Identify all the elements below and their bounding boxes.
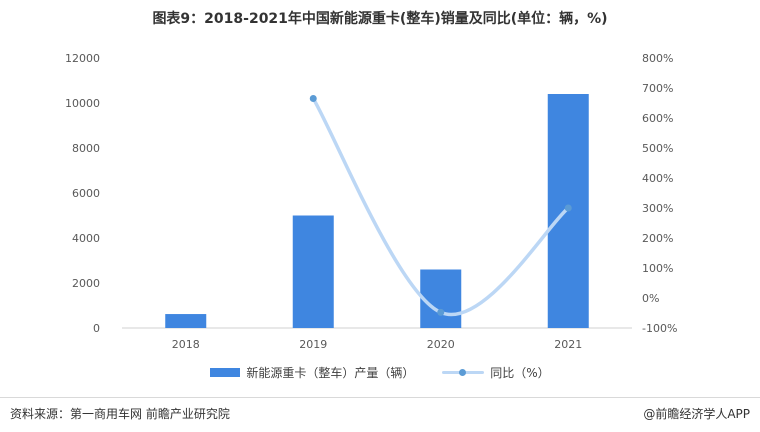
- y-right-tick-label: -100%: [642, 322, 677, 335]
- y-right-tick-label: 400%: [642, 172, 673, 185]
- y-right-tick-label: 700%: [642, 82, 673, 95]
- y-right-tick-label: 300%: [642, 202, 673, 215]
- bar-2018: [165, 314, 207, 328]
- y-right-tick-label: 500%: [642, 142, 673, 155]
- y-right-tick-label: 0%: [642, 292, 659, 305]
- bar-2019: [292, 215, 334, 328]
- y-right-tick-label: 100%: [642, 262, 673, 275]
- legend-bar-label: 新能源重卡（整车）产量（辆）: [246, 366, 415, 380]
- legend: 新能源重卡（整车）产量（辆） 同比（%）: [0, 364, 760, 381]
- y-left-tick-label: 4000: [72, 232, 100, 245]
- x-tick-label: 2019: [299, 338, 327, 351]
- brand-text: @前瞻经济学人APP: [643, 407, 750, 421]
- y-right-tick-label: 600%: [642, 112, 673, 125]
- yoy-point-2021: [564, 204, 572, 212]
- source-text: 资料来源：第一商用车网 前瞻产业研究院: [10, 407, 230, 421]
- y-left-tick-label: 6000: [72, 187, 100, 200]
- yoy-point-2020: [437, 308, 445, 316]
- yoy-point-2019: [309, 95, 317, 102]
- x-tick-label: 2020: [427, 338, 455, 351]
- y-left-tick-label: 10000: [65, 97, 100, 110]
- y-right-tick-label: 800%: [642, 52, 673, 65]
- legend-line-swatch: [442, 368, 485, 377]
- chart-title: 图表9：2018-2021年中国新能源重卡(整车)销量及同比(单位：辆，%): [152, 11, 608, 27]
- y-left-tick-label: 12000: [65, 52, 100, 65]
- y-left-tick-label: 8000: [72, 142, 100, 155]
- y-left-tick-label: 2000: [72, 277, 100, 290]
- x-tick-label: 2021: [554, 338, 582, 351]
- x-tick-label: 2018: [172, 338, 200, 351]
- footer: 资料来源：第一商用车网 前瞻产业研究院 @前瞻经济学人APP: [0, 397, 760, 432]
- line-series: [309, 95, 572, 317]
- bar-2020: [420, 269, 462, 328]
- y-left-tick-label: 0: [93, 322, 100, 335]
- legend-item-line: 同比（%）: [442, 364, 550, 381]
- axes: 0 2000 4000 6000 8000 10000 12000 -100% 0% 100% 20…: [65, 52, 677, 351]
- legend-line-label: 同比（%）: [490, 366, 550, 380]
- legend-bar-swatch: [210, 368, 241, 377]
- legend-item-bar: 新能源重卡（整车）产量（辆）: [210, 364, 414, 381]
- bar-series: [165, 94, 589, 328]
- y-right-tick-label: 200%: [642, 232, 673, 245]
